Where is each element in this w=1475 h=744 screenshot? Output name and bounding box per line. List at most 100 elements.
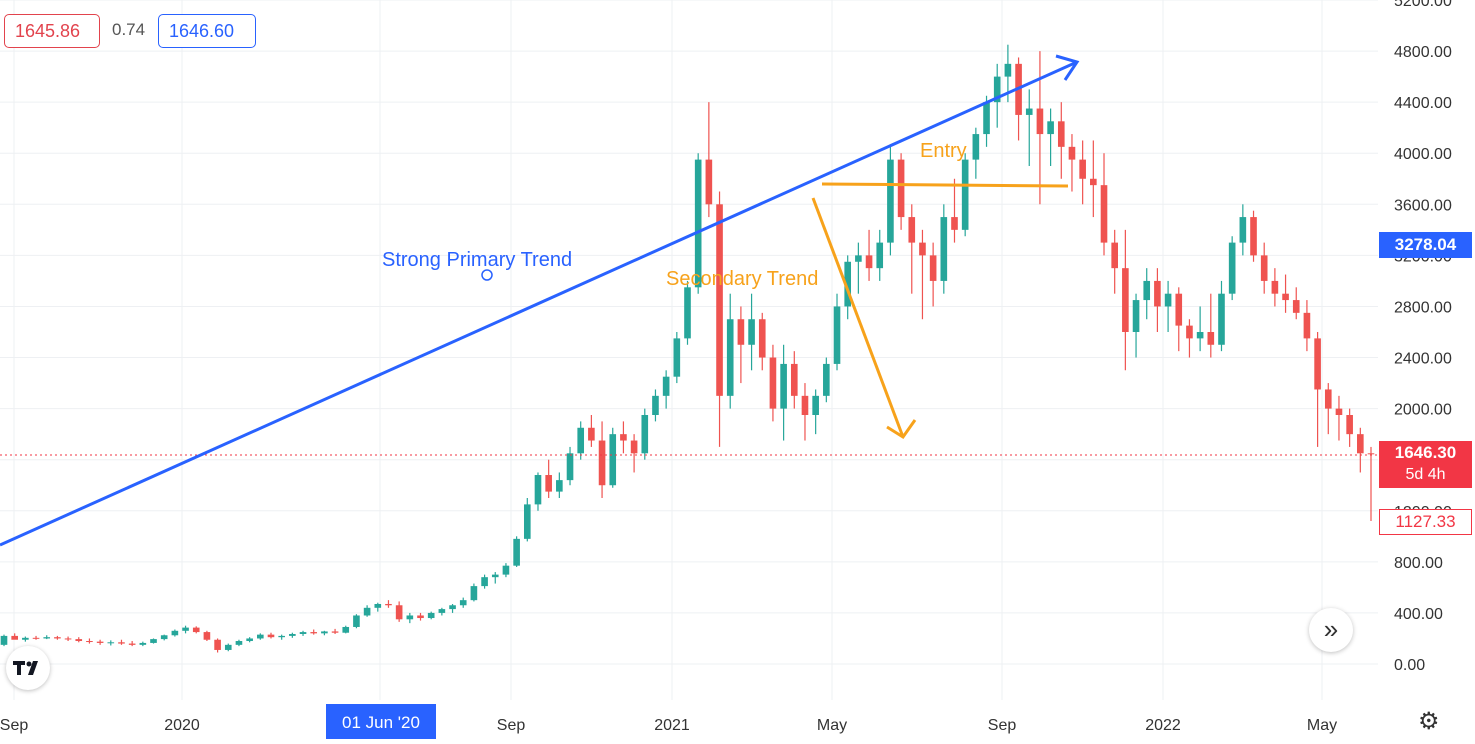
secondary-trend-arrow[interactable] — [811, 197, 917, 440]
candle-body — [139, 642, 147, 645]
candle-body — [449, 605, 456, 610]
candle-body — [1228, 242, 1236, 294]
y-tick-label: 4000.00 — [1394, 146, 1452, 163]
candle-body — [662, 376, 670, 396]
candle-body — [523, 504, 531, 539]
candle-body — [160, 635, 168, 640]
candle-body — [257, 634, 264, 639]
y-tick-label: 0.00 — [1394, 657, 1425, 674]
candle-body — [919, 242, 926, 256]
candle-body — [1111, 242, 1118, 269]
x-tick-label: Sep — [988, 717, 1017, 734]
candle-body — [331, 631, 339, 633]
candle-body — [1239, 217, 1247, 243]
candle-body — [1250, 217, 1257, 256]
candle-body — [406, 615, 414, 620]
candle-body — [395, 605, 403, 620]
candle-body — [758, 319, 766, 358]
bid-price[interactable]: 1645.86 — [4, 14, 100, 48]
grid — [0, 0, 1378, 700]
primary-trend-arrow[interactable] — [0, 54, 1080, 547]
candle-body — [246, 638, 253, 642]
tradingview-logo-icon[interactable] — [6, 646, 50, 690]
candle-body — [1303, 312, 1311, 339]
candle-body — [566, 453, 574, 481]
candle-body — [684, 287, 691, 339]
y-tick-label: 3600.00 — [1394, 197, 1452, 214]
candle-body — [1186, 325, 1193, 339]
spread-value: 0.74 — [112, 20, 146, 39]
x-tick-label: Sep — [497, 717, 526, 734]
candle-body — [983, 102, 990, 135]
candle-body — [192, 627, 200, 633]
text-anchor-point[interactable] — [481, 269, 493, 281]
candle-body — [1090, 178, 1097, 186]
candle-body — [769, 357, 777, 409]
x-tick-label: May — [1307, 717, 1337, 734]
candle-body — [470, 586, 478, 601]
candle-body — [609, 434, 617, 486]
gear-icon[interactable]: ⚙ — [1418, 708, 1440, 735]
candle-body — [1271, 280, 1279, 294]
candle-body — [1292, 300, 1300, 313]
candle-body — [118, 642, 125, 644]
primary-trend-label[interactable]: Strong Primary Trend — [382, 249, 572, 271]
candle-body — [897, 159, 905, 218]
candle-body — [64, 638, 72, 640]
secondary-trend-label[interactable]: Secondary Trend — [666, 268, 818, 290]
candle-body — [459, 600, 467, 606]
candle-body — [694, 159, 702, 288]
x-tick-label: Sep — [0, 717, 28, 734]
candle-body — [1079, 159, 1086, 179]
candle-body — [630, 440, 638, 454]
candle-body — [748, 319, 755, 345]
y-tick-label: 2800.00 — [1394, 299, 1452, 316]
candle-body — [1367, 453, 1375, 455]
candle-body — [278, 635, 285, 638]
candle-body — [224, 644, 232, 650]
candle-body — [342, 626, 350, 633]
candle-body — [726, 319, 734, 396]
candle-body — [844, 261, 852, 307]
candle-body — [823, 363, 830, 396]
candle-body — [588, 427, 595, 441]
candle-body — [801, 395, 809, 415]
x-tick-label: May — [817, 717, 847, 734]
candle-body — [235, 641, 243, 645]
low-price-tag: 1127.33 — [1379, 509, 1472, 535]
entry-label[interactable]: Entry — [920, 140, 967, 162]
candle-body — [203, 632, 211, 640]
candle-body — [1132, 300, 1140, 332]
candle-body — [1004, 63, 1012, 77]
candle-body — [833, 306, 841, 364]
candle-body — [86, 641, 93, 643]
candle-body — [1218, 293, 1225, 345]
candle-body — [214, 639, 221, 650]
current-price-tag: 1646.30 5d 4h — [1379, 441, 1472, 488]
candle-body — [481, 577, 488, 587]
y-axis[interactable]: 5200.004800.004400.004000.003600.003200.… — [1394, 0, 1452, 674]
candle-body — [929, 255, 937, 281]
candle-body — [43, 637, 51, 639]
candles — [0, 44, 1375, 653]
entry-line[interactable] — [821, 182, 1069, 188]
candle-body — [54, 637, 61, 639]
x-tick-label: 2022 — [1145, 717, 1181, 734]
candle-body — [289, 633, 296, 636]
ask-price[interactable]: 1646.60 — [158, 14, 256, 48]
x-axis[interactable]: Sep 2020 Sep 2021 May Sep 2022 May — [0, 717, 1337, 734]
candle-body — [1068, 146, 1076, 160]
candle-body — [1164, 293, 1172, 307]
candle-body — [1357, 434, 1364, 454]
candle-body — [620, 434, 627, 441]
candle-body — [940, 217, 948, 281]
scroll-to-realtime-button[interactable]: » — [1309, 608, 1353, 652]
candle-body — [128, 643, 136, 645]
candle-body — [1036, 108, 1044, 135]
candle-body — [107, 642, 115, 644]
y-tick-label: 4800.00 — [1394, 44, 1452, 61]
candle-body — [438, 609, 446, 613]
candle-body — [1207, 332, 1215, 345]
